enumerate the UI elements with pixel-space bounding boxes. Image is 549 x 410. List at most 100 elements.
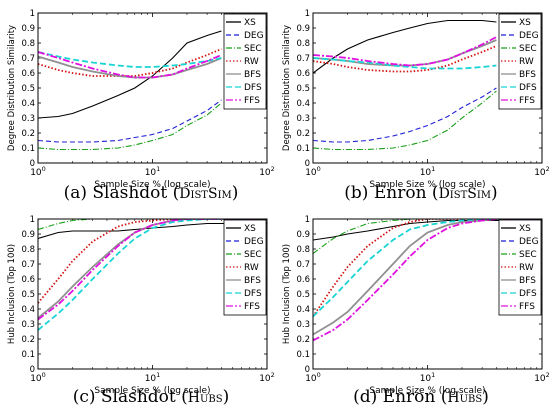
legend-label-bfs: BFS <box>244 276 261 286</box>
plot-frame <box>37 218 268 370</box>
legend-label-deg: DEG <box>244 237 264 247</box>
y-tick-label: 0.7 <box>21 260 35 270</box>
y-tick-label: 1 <box>305 9 310 19</box>
series-line-ffs <box>313 36 497 67</box>
y-tick-label: 0.9 <box>21 230 35 240</box>
legend: XS DEG SEC RW BFS DFS FFS <box>498 219 542 316</box>
y-tick-label: 1 <box>30 215 35 225</box>
legend-label-rw: RW <box>244 263 259 273</box>
y-tick-label: 0.5 <box>21 290 35 300</box>
x-tick-label: 101 <box>145 371 161 384</box>
plot-frame <box>312 218 543 370</box>
legend: XS DEG SEC RW BFS DFS FFS <box>498 13 542 110</box>
y-tick-label: 0.9 <box>296 230 310 240</box>
x-tick-label: 102 <box>534 165 549 178</box>
y-tick-label: 0.1 <box>21 144 35 154</box>
legend-label-dfs: DFS <box>244 289 262 299</box>
y-tick-label: 0.8 <box>21 39 35 49</box>
legend-label-ffs: FFS <box>244 96 260 106</box>
legend-label-sec: SEC <box>519 44 537 54</box>
x-tick-label: 100 <box>30 371 46 384</box>
y-tick-label: 1 <box>305 215 310 225</box>
y-tick-label: 0.8 <box>296 39 310 49</box>
plot-frame <box>37 12 268 164</box>
legend: XS DEG SEC RW BFS DFS FFS <box>223 13 267 110</box>
series-line-rw <box>313 45 497 73</box>
y-tick-label: 0.9 <box>296 24 310 34</box>
y-tick-label: 0.8 <box>21 245 35 255</box>
legend-label-rw: RW <box>519 57 534 67</box>
x-axis-label: Sample Size % (log scale) <box>369 386 485 396</box>
y-axis-label: Degree Distribution Similarity <box>282 25 292 151</box>
plot-area-d: 0 0.1 0.2 0.3 0.4 0.5 0.6 0.7 0.8 0.9 1 100 101 102 Sa… <box>282 215 549 396</box>
y-axis-label: Hub Inclusion (Top 100) <box>282 244 292 344</box>
legend-label-deg: DEG <box>519 237 539 247</box>
x-tick-label: 101 <box>420 371 436 384</box>
legend-label-sec: SEC <box>519 250 537 260</box>
x-tick-label: 102 <box>259 165 275 178</box>
legend-label-bfs: BFS <box>519 276 536 286</box>
y-tick-label: 0.6 <box>21 69 35 79</box>
chart-panel-b: 0 0.1 0.2 0.3 0.4 0.5 0.6 0.7 0.8 0.9 1 100 101 102 Sa… <box>282 9 549 190</box>
x-tick-label: 101 <box>420 165 436 178</box>
y-tick-label: 1 <box>30 9 35 19</box>
legend-label-xs: XS <box>519 18 531 28</box>
y-tick-label: 0.3 <box>296 320 310 330</box>
series-line-ffs <box>313 219 542 342</box>
legend-label-rw: RW <box>519 263 534 273</box>
x-tick-label: 100 <box>305 371 321 384</box>
y-tick-label: 0.2 <box>296 129 310 139</box>
legend-label-xs: XS <box>244 18 256 28</box>
caption-b: (b) Enron (DistSim) <box>344 183 497 203</box>
chart-panel-a: 0 0.1 0.2 0.3 0.4 0.5 0.6 0.7 0.8 0.9 1 100 101 102 Sa… <box>7 9 275 190</box>
y-tick-label: 0.3 <box>21 320 35 330</box>
series-line-deg <box>38 99 222 143</box>
y-tick-label: 0.4 <box>296 305 310 315</box>
chart-panel-d: 0 0.1 0.2 0.3 0.4 0.5 0.6 0.7 0.8 0.9 1 100 101 102 Sa… <box>282 215 549 396</box>
plot-area-c: 0 0.1 0.2 0.3 0.4 0.5 0.6 0.7 0.8 0.9 1 100 101 102 Sa… <box>7 215 275 396</box>
legend-label-dfs: DFS <box>244 83 262 93</box>
y-tick-label: 0.4 <box>296 99 310 109</box>
chart-panel-c: 0 0.1 0.2 0.3 0.4 0.5 0.6 0.7 0.8 0.9 1 100 101 102 Sa… <box>7 215 275 396</box>
y-axis-label: Hub Inclusion (Top 100) <box>7 244 17 344</box>
y-tick-label: 0.2 <box>296 335 310 345</box>
y-tick-label: 0.2 <box>21 129 35 139</box>
legend-label-xs: XS <box>519 224 531 234</box>
y-tick-label: 0.6 <box>21 275 35 285</box>
x-axis-label: Sample Size % (log scale) <box>94 180 210 190</box>
x-tick-label: 102 <box>259 371 275 384</box>
x-tick-label: 101 <box>145 165 161 178</box>
x-tick-label: 100 <box>30 165 46 178</box>
series-line-sec <box>313 219 542 254</box>
y-tick-label: 0.3 <box>21 114 35 124</box>
legend-label-deg: DEG <box>244 31 264 41</box>
plot-frame <box>312 12 543 164</box>
x-axis-label: Sample Size % (log scale) <box>94 386 210 396</box>
plot-area-b: 0 0.1 0.2 0.3 0.4 0.5 0.6 0.7 0.8 0.9 1 100 101 102 Sa… <box>282 9 549 190</box>
legend-label-dfs: DFS <box>519 289 537 299</box>
legend-label-dfs: DFS <box>519 83 537 93</box>
series-line-sec <box>313 90 497 151</box>
legend-label-sec: SEC <box>244 44 262 54</box>
y-tick-label: 0.4 <box>21 99 35 109</box>
legend-label-rw: RW <box>244 57 259 67</box>
y-tick-label: 0.5 <box>296 84 310 94</box>
y-tick-label: 0.7 <box>296 54 310 64</box>
y-tick-label: 0.1 <box>296 144 310 154</box>
legend-label-ffs: FFS <box>519 302 535 312</box>
y-tick-label: 0.6 <box>296 275 310 285</box>
y-tick-label: 0.3 <box>296 114 310 124</box>
y-tick-label: 0.1 <box>21 350 35 360</box>
series-line-dfs <box>313 57 497 70</box>
legend-label-deg: DEG <box>519 31 539 41</box>
series-line-xs <box>313 19 497 74</box>
legend-label-ffs: FFS <box>519 96 535 106</box>
y-tick-label: 0.1 <box>296 350 310 360</box>
series-line-dfs <box>313 219 542 318</box>
series-line-xs <box>38 30 222 119</box>
series-line-dfs <box>38 51 222 68</box>
y-tick-label: 0 <box>30 365 35 375</box>
plot-area-a: 0 0.1 0.2 0.3 0.4 0.5 0.6 0.7 0.8 0.9 1 100 101 102 Sa… <box>7 9 275 190</box>
legend-label-xs: XS <box>244 224 256 234</box>
